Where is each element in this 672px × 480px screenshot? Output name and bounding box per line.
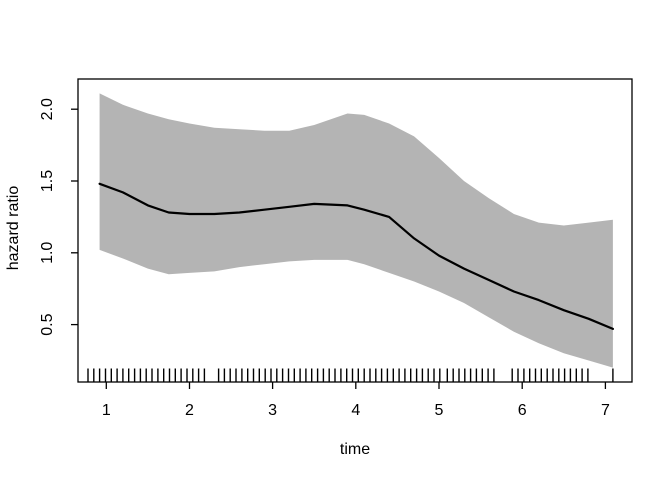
x-tick-label: 6: [518, 402, 527, 419]
fitted-curve: [98, 182, 614, 330]
x-tick-label: 1: [102, 402, 111, 419]
y-tick-label: 2.0: [39, 98, 56, 120]
rug-marks: [87, 368, 614, 382]
x-tick-label: 2: [185, 402, 194, 419]
confidence-band: [99, 93, 613, 368]
y-axis: 0.5 1.0 1.5 2.0: [39, 98, 78, 336]
plot-box: [77, 78, 633, 383]
y-axis-title: hazard ratio: [5, 186, 22, 271]
x-axis: 1 2 3 4 5 6 7: [102, 382, 610, 419]
x-tick-label: 5: [435, 402, 444, 419]
x-tick-label: 7: [601, 402, 610, 419]
x-axis-title: time: [340, 441, 370, 458]
y-tick-label: 1.5: [39, 170, 56, 192]
x-tick-label: 3: [268, 402, 277, 419]
y-tick-label: 1.0: [39, 242, 56, 264]
x-tick-label: 4: [351, 402, 360, 419]
y-tick-label: 0.5: [39, 313, 56, 335]
